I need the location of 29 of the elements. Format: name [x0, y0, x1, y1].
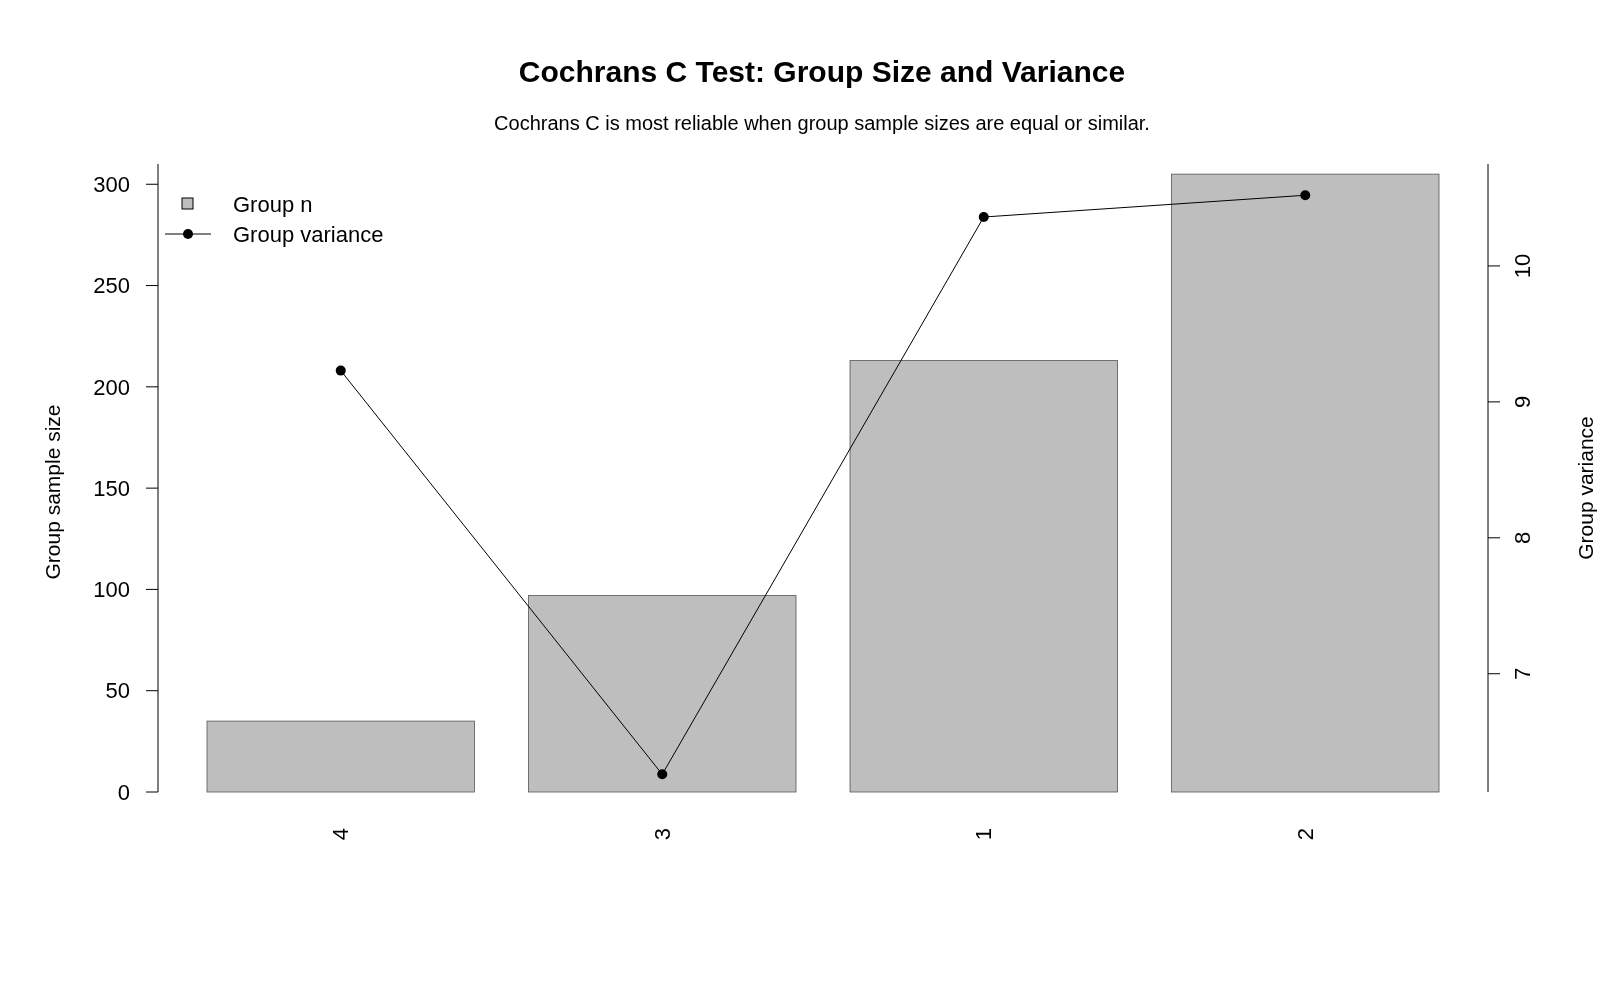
- bar: [206, 720, 475, 793]
- y-tick-label: 150: [93, 475, 130, 501]
- x-tick-label: 4: [328, 827, 354, 841]
- y-axis-title: Group sample size: [41, 404, 64, 580]
- chart-subtitle: Cochrans C is most reliable when group sample sizes are equal or similar.: [494, 112, 1150, 134]
- y-tick-label: 0: [117, 779, 130, 805]
- y2-tick-label: 7: [1509, 667, 1535, 680]
- y-tick-label: 200: [93, 374, 130, 400]
- legend-label: Group n: [233, 191, 313, 217]
- y2-tick-label: 9: [1509, 395, 1535, 408]
- y2-tick-label: 8: [1509, 531, 1535, 544]
- bar: [1171, 173, 1440, 793]
- chart-title: Cochrans C Test: Group Size and Variance: [518, 55, 1126, 88]
- point: [978, 212, 989, 223]
- point: [335, 365, 346, 376]
- point: [657, 769, 668, 780]
- y2-axis-title: Group variance: [1574, 416, 1597, 560]
- bar: [528, 595, 797, 793]
- point: [1300, 190, 1311, 201]
- x-tick-label: 3: [649, 827, 675, 841]
- y2-tick-label: 10: [1509, 253, 1535, 279]
- y-tick-label: 300: [93, 171, 130, 197]
- y-tick-label: 50: [105, 678, 130, 704]
- x-tick-label: 2: [1292, 827, 1318, 841]
- y-tick-label: 100: [93, 577, 130, 603]
- x-tick-label: 1: [971, 827, 997, 841]
- y-tick-label: 250: [93, 273, 130, 299]
- bar: [849, 360, 1118, 793]
- legend-label: Group variance: [233, 221, 384, 247]
